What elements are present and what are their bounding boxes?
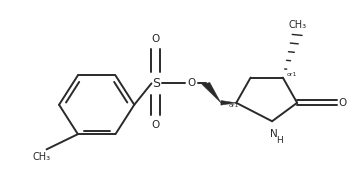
Text: N: N <box>270 129 278 139</box>
Text: O: O <box>151 120 160 130</box>
Text: O: O <box>187 78 196 88</box>
Text: CH₃: CH₃ <box>288 20 306 30</box>
Text: O: O <box>151 34 160 44</box>
Polygon shape <box>202 82 221 103</box>
Text: H: H <box>276 136 282 145</box>
Text: O: O <box>339 98 347 108</box>
Text: or1: or1 <box>229 103 240 108</box>
Text: CH₃: CH₃ <box>32 152 50 162</box>
Polygon shape <box>221 100 236 105</box>
Text: or1: or1 <box>286 72 297 77</box>
Text: S: S <box>152 77 160 90</box>
